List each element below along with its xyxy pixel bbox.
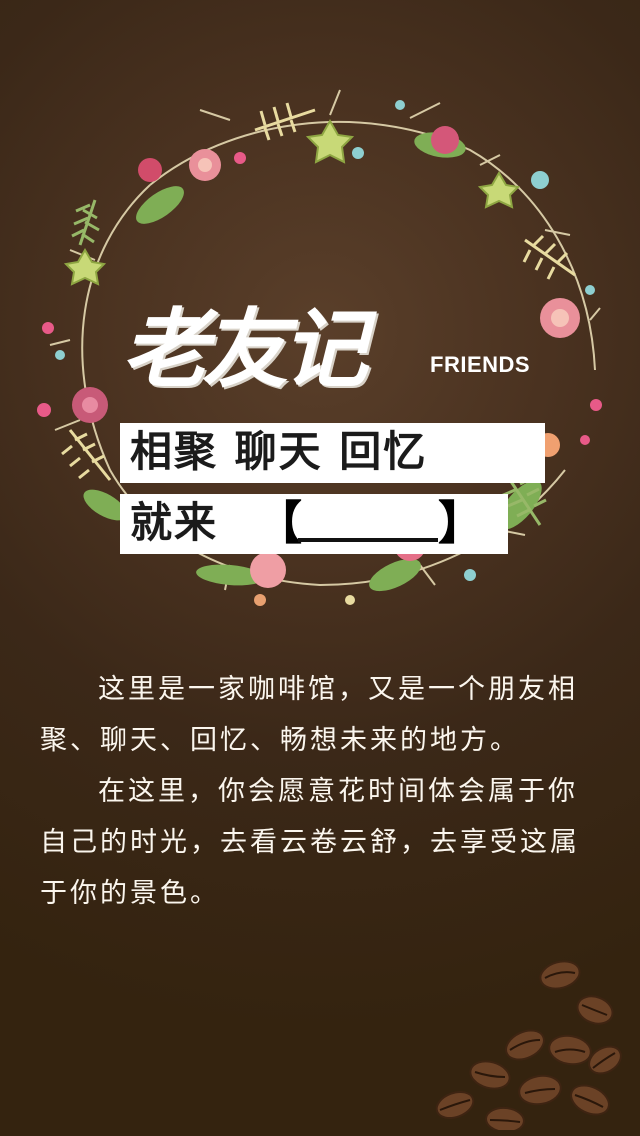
flower-wreath-icon	[37, 89, 602, 606]
leaf-icon	[83, 132, 542, 592]
logo: 老友记 FRIENDS	[122, 300, 582, 410]
bracket-close: 】	[438, 496, 484, 550]
tagline-line-2: 就来 【 】	[120, 494, 508, 554]
description-paragraph-2: 在这里，你会愿意花时间体会属于你自己的时光，去看云卷云舒，去享受这属于你的景色。	[40, 776, 580, 909]
bracket-open: 【	[256, 496, 302, 550]
coffee-beans-icon	[435, 960, 622, 1130]
tagline-line-1-text: 相聚 聊天 回忆	[130, 427, 428, 476]
logo-chinese-text: 老友记	[122, 300, 368, 400]
description: 这里是一家咖啡馆，又是一个朋友相聚、聊天、回忆、畅想未来的地方。 在这里，你会愿…	[40, 664, 600, 919]
description-paragraph-1: 这里是一家咖啡馆，又是一个朋友相聚、聊天、回忆、畅想未来的地方。	[40, 674, 578, 756]
tagline-line-2-prefix: 就来	[130, 498, 219, 547]
logo-english-text: FRIENDS	[430, 352, 531, 377]
flower-icon	[72, 126, 580, 588]
fill-in-blank-underline	[298, 538, 438, 542]
tagline-line-1: 相聚 聊天 回忆	[120, 423, 545, 483]
